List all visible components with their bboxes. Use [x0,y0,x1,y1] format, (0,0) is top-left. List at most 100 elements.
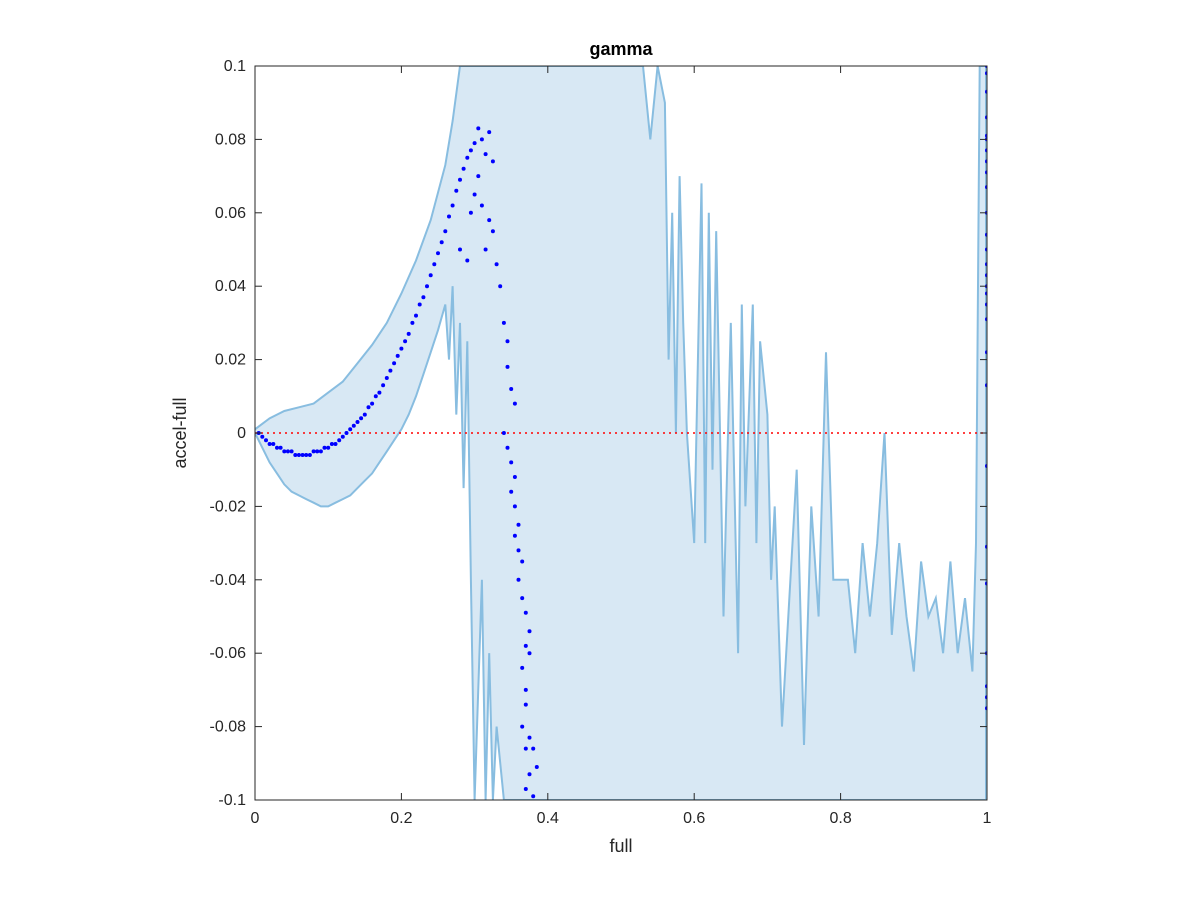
data-point [311,449,316,454]
data-point [315,449,320,454]
data-point [282,449,287,454]
data-point [304,453,309,457]
data-point [370,401,375,406]
data-point [520,559,525,564]
data-point [300,453,305,457]
data-point [476,126,481,131]
data-point [472,192,477,197]
data-point [307,453,312,457]
data-point [264,438,268,443]
data-point [520,665,525,670]
data-point [523,787,528,791]
y-tick-label: -0.06 [210,645,247,662]
data-point [523,702,528,707]
data-point [472,141,477,146]
data-point [381,383,386,388]
data-point [458,177,462,182]
data-point [509,460,514,465]
data-point [377,390,382,395]
data-point [483,247,488,252]
x-tick-label: 0.4 [537,810,559,827]
y-tick-label: 0.1 [224,58,246,75]
x-tick-label: 0.2 [390,810,412,827]
data-point [395,353,400,358]
data-point [329,442,334,446]
data-point [447,214,451,219]
data-point [512,475,517,479]
chart-title: gamma [589,39,653,59]
data-point [436,251,440,256]
data-point [296,453,301,457]
data-point [501,320,506,325]
data-point [289,449,294,454]
data-point [443,229,448,234]
data-point [384,376,389,380]
data-point [516,548,521,553]
data-point [278,445,283,450]
data-point [523,610,528,615]
data-point [483,152,488,157]
data-point [465,258,470,263]
x-tick-label: 1 [983,810,992,827]
data-point [458,247,462,252]
data-point [362,412,367,417]
data-point [534,765,539,769]
data-point [523,643,528,648]
data-point [468,148,473,153]
data-point [425,284,429,289]
data-point [527,629,532,634]
data-point [512,533,517,538]
data-point [410,320,415,325]
y-axis-label: accel-full [170,397,190,468]
data-point [505,445,510,450]
data-point [337,438,342,443]
data-point [271,442,276,446]
data-point [501,431,506,435]
data-point [388,368,393,373]
data-point [414,313,418,318]
data-point [351,423,356,428]
data-point [509,489,514,494]
y-tick-label: 0.04 [215,278,246,295]
data-point [333,442,338,446]
data-point [359,416,364,421]
data-points [256,66,987,799]
data-point [373,394,378,399]
data-point [527,772,532,777]
y-tick-label: 0.06 [215,205,246,222]
data-point [344,431,349,435]
data-point [516,577,521,582]
x-tick-label: 0.6 [683,810,705,827]
x-axis-label: full [609,836,632,856]
data-point [465,155,470,160]
axis-ticks: 0 0.2 0.4 0.6 0.8 1 -0.1 -0.08 -0.06 -0.04 -0.02 0 0… [210,58,992,827]
data-point [494,262,499,267]
data-point [509,387,514,391]
y-tick-label: -0.02 [210,498,247,515]
data-point [523,687,528,692]
data-point [403,339,408,344]
data-point [490,229,495,234]
data-point [428,273,433,278]
data-point [498,284,503,289]
data-point [275,445,279,450]
y-tick-label: 0 [237,425,246,442]
data-point [520,724,525,729]
data-point [505,364,510,369]
data-point [417,302,422,307]
data-point [355,420,360,424]
data-point [340,434,345,439]
y-tick-label: -0.1 [218,792,246,809]
data-point [348,427,353,432]
data-point [293,453,298,457]
data-point [479,137,484,142]
data-point [512,401,517,406]
data-point [490,159,495,164]
data-point [439,240,444,245]
data-point [479,203,484,208]
data-point [392,361,397,366]
data-point [527,735,532,740]
data-point [523,746,528,751]
data-point [487,130,492,135]
